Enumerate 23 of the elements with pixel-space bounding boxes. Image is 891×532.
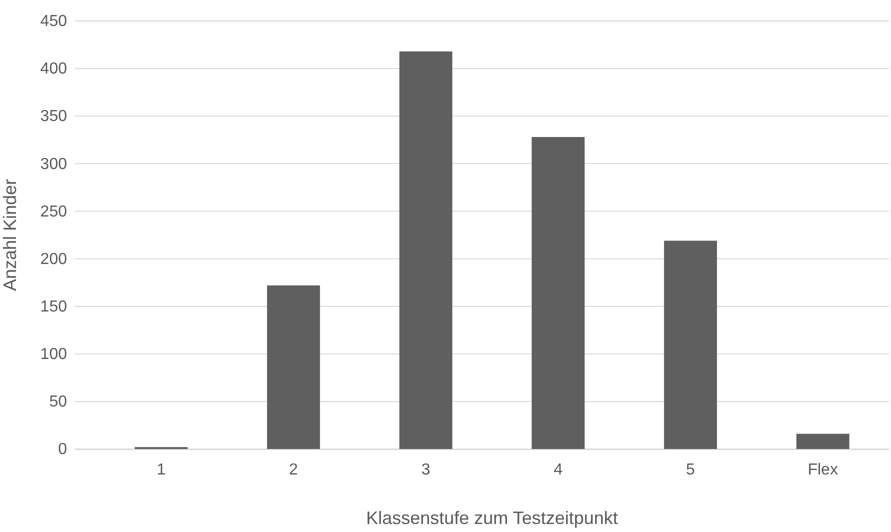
y-tick-label: 400	[40, 60, 68, 78]
bar	[796, 434, 850, 449]
x-tick-label: 2	[289, 461, 298, 478]
y-tick-label: 300	[40, 156, 68, 173]
x-tick-label: 1	[156, 461, 166, 478]
bar	[267, 285, 320, 449]
x-tick-label: Flex	[808, 461, 838, 478]
x-axis-title: Klassenstufe zum Testzeitpunkt	[366, 508, 618, 528]
y-tick-label: 100	[40, 346, 68, 364]
y-tick-label: 0	[58, 441, 68, 458]
bar	[664, 240, 717, 449]
y-axis-title: Anzahl Kinder	[0, 178, 20, 292]
y-tick-label: 350	[40, 108, 68, 126]
x-tick-label: 3	[421, 461, 430, 478]
bar	[399, 51, 452, 449]
y-tick-label: 150	[40, 298, 68, 316]
x-tick-label: 4	[554, 461, 563, 478]
bar	[532, 137, 585, 449]
y-tick-label: 200	[40, 250, 68, 268]
x-tick-label: 5	[686, 461, 696, 478]
y-tick-label: 250	[40, 203, 68, 220]
y-tick-label: 50	[49, 394, 68, 411]
y-tick-label: 450	[40, 13, 68, 30]
